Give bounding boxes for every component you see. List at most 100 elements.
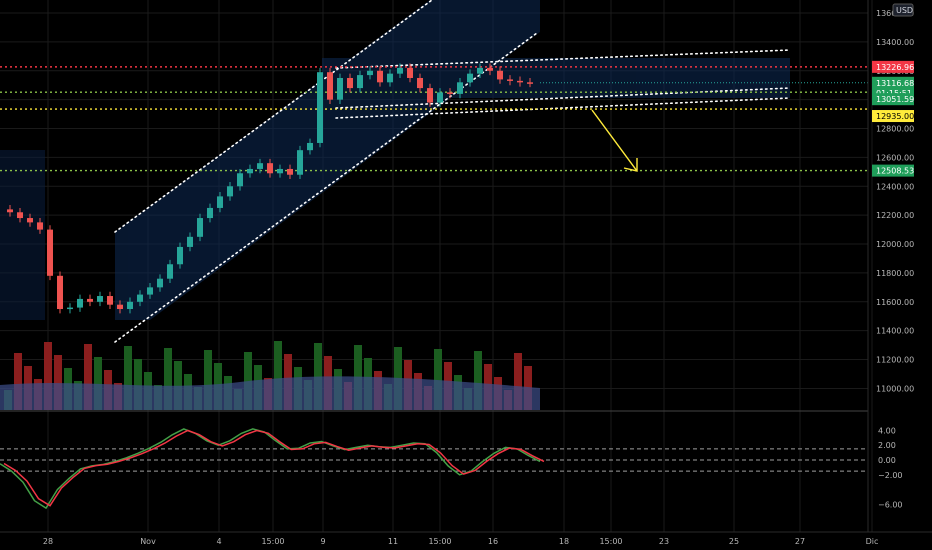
yellow-level-tag-label: 12935.00 [876, 112, 914, 121]
candle [247, 168, 253, 174]
stochastic-d-line [3, 429, 545, 507]
time-tick-label: 23 [659, 537, 669, 546]
candle [87, 298, 93, 302]
candle [377, 70, 383, 83]
candle [267, 163, 273, 174]
candle [327, 72, 333, 100]
last-price-tag [872, 76, 914, 89]
price-tick-label: 11200.00 [876, 356, 914, 365]
candle [487, 67, 493, 71]
candle [97, 296, 103, 302]
candle [137, 294, 143, 302]
channel-upper-line [114, 0, 433, 233]
time-tick-label: 15:00 [261, 537, 284, 546]
time-tick-label: 9 [320, 537, 325, 546]
candle [277, 168, 283, 174]
price-tick-label: 11600.00 [876, 298, 914, 307]
candle [47, 229, 53, 276]
candle [437, 92, 443, 103]
candle [307, 142, 313, 151]
candle [337, 77, 343, 100]
time-tick-label: 15:00 [599, 537, 622, 546]
candle [237, 173, 243, 187]
currency-badge[interactable] [892, 3, 914, 17]
flat-channel-upper-line [335, 49, 791, 69]
arrow-head [623, 158, 638, 172]
target-level-tag [872, 164, 914, 177]
candle [147, 287, 153, 295]
green-level-tag-label: 13051.59 [876, 95, 914, 104]
time-tick-label: 11 [388, 537, 398, 546]
oscillator-tick-label: −6.00 [878, 500, 903, 509]
volume-bar [514, 353, 522, 410]
time-tick-label: Nov [140, 537, 156, 546]
volume-bar [314, 343, 322, 410]
volume-ma-area [0, 376, 540, 410]
ascending-channel [114, 0, 791, 343]
candle [457, 82, 463, 94]
candle [427, 88, 433, 103]
time-tick-label: 15:00 [428, 537, 451, 546]
candle [117, 304, 123, 310]
last-price-tag-label: 13116.68 [876, 79, 914, 88]
projection-arrow [591, 109, 638, 172]
candle [7, 209, 13, 213]
candle [187, 236, 193, 247]
volume-bar [204, 350, 212, 410]
price-tick-label: 11400.00 [876, 327, 914, 336]
volume-bar [124, 346, 132, 410]
candle [167, 264, 173, 279]
volume-bar [54, 355, 62, 410]
volume-bar [474, 351, 482, 410]
price-tick-label: 12600.00 [876, 153, 914, 162]
candle [77, 298, 83, 308]
arrow-shaft [591, 109, 638, 172]
candle [367, 70, 373, 76]
candle [177, 246, 183, 265]
price-tick-label: 13400.00 [876, 38, 914, 47]
red-level-tag [872, 60, 914, 73]
candle [287, 168, 293, 175]
time-tick-label: 16 [488, 537, 498, 546]
candle [417, 77, 423, 89]
candle [477, 67, 483, 74]
flat-channel-bottom-line [335, 97, 791, 119]
price-tick-label: 12000.00 [876, 240, 914, 249]
volume-bar [274, 341, 282, 410]
price-tick-label: 12800.00 [876, 125, 914, 134]
oscillator-tick-label: 2.00 [878, 441, 896, 450]
candle [57, 275, 63, 310]
candle [297, 150, 303, 175]
green-level-tag [872, 93, 914, 106]
candle [27, 218, 33, 223]
candle [317, 72, 323, 143]
candle [257, 163, 263, 169]
volume-bar [94, 357, 102, 410]
oscillator-tick-label: 4.00 [878, 426, 896, 435]
yellow-level-tag [872, 110, 914, 123]
candle [467, 73, 473, 83]
time-tick-label: 25 [729, 537, 739, 546]
candle [107, 296, 113, 305]
flat-channel-lower-line [335, 87, 791, 109]
price-tick-label: 12200.00 [876, 211, 914, 220]
oscillator-tick-label: 0.00 [878, 456, 896, 465]
candle [197, 218, 203, 237]
candle [527, 82, 533, 84]
time-tick-label: 4 [216, 537, 221, 546]
candle [497, 70, 503, 80]
volume-bar [44, 342, 52, 410]
oscillator-tick-label: −2.00 [878, 471, 903, 480]
volume-bar [164, 348, 172, 410]
price-tick-label: 12400.00 [876, 182, 914, 191]
candle [207, 207, 213, 219]
candle [517, 80, 523, 83]
candle [217, 196, 223, 208]
volume-bar [84, 344, 92, 410]
candle [387, 73, 393, 83]
target-level-tag-label: 12508.53 [876, 167, 914, 176]
time-tick-label: 27 [795, 537, 805, 546]
candle [407, 67, 413, 78]
volume-bar [244, 352, 252, 410]
